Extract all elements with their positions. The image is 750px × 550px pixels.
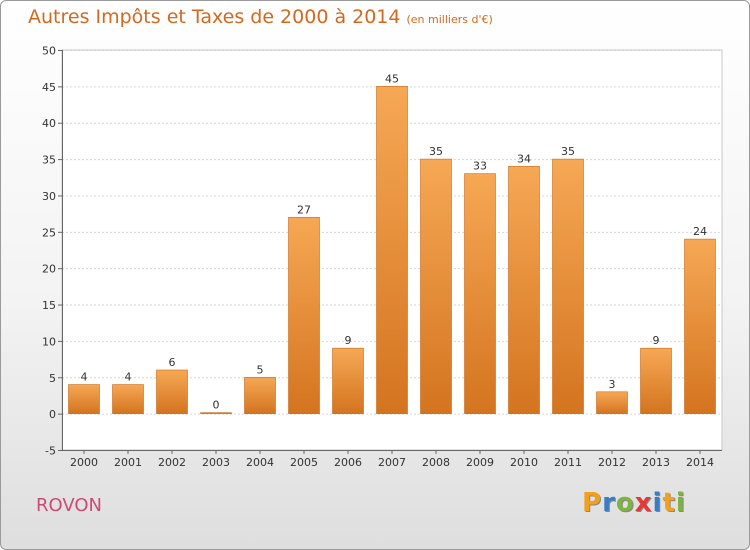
bar-value-label: 5 [257, 363, 264, 376]
logo-letter: i [675, 488, 686, 518]
bar-value-label: 9 [653, 334, 660, 347]
x-tick-label: 2012 [598, 456, 626, 469]
y-tick-label: 10 [42, 335, 56, 348]
x-tick-label: 2005 [290, 456, 318, 469]
bar [596, 391, 628, 414]
chart-title-text: Autres Impôts et Taxes de 2000 à 2014 [28, 6, 401, 28]
bar [640, 347, 672, 414]
bar-value-label: 3 [609, 378, 616, 391]
logo-letter: i [652, 488, 663, 518]
x-tick-label: 2009 [466, 456, 494, 469]
y-tick-label: 0 [49, 408, 56, 421]
bar [420, 158, 452, 414]
x-tick-label: 2010 [510, 456, 538, 469]
y-tick-label: 50 [42, 45, 56, 58]
y-tick-label: 25 [42, 226, 56, 239]
bar-value-label: 45 [385, 72, 399, 85]
bar-value-label: 4 [125, 371, 132, 384]
y-tick-label: 30 [42, 190, 56, 203]
y-tick-label: -5 [45, 445, 56, 458]
bar-value-label: 35 [429, 145, 443, 158]
logo-letter: P [582, 488, 603, 518]
logo-letter: x [634, 488, 653, 518]
x-axis: 2000 2001 2002 2003 2004 2005 2006 2007 2008 2009… [62, 450, 722, 469]
y-tick-label: 45 [42, 81, 56, 94]
x-tick-label: 2011 [554, 456, 582, 469]
bars: 4 4 6 0 5 27 9 45 35 33 34 35 3 9 24 [68, 72, 716, 414]
bar [464, 173, 496, 414]
logo-letter: o [615, 488, 635, 518]
logo-letter: t [662, 488, 676, 518]
y-tick-label: 40 [42, 117, 56, 130]
bar-value-label: 27 [297, 203, 311, 216]
bar [376, 86, 408, 414]
bar [332, 347, 364, 414]
x-tick-label: 2001 [114, 456, 142, 469]
bar [288, 216, 320, 414]
x-tick-label: 2007 [378, 456, 406, 469]
bar-value-label: 34 [517, 152, 531, 165]
bar [552, 158, 584, 414]
y-axis: -5 0 5 10 15 20 25 30 35 40 45 50 [42, 45, 63, 458]
bar [200, 412, 232, 414]
place-name: ROVON [36, 495, 102, 516]
bar [112, 384, 144, 414]
bar-value-label: 4 [81, 371, 88, 384]
x-tick-label: 2014 [686, 456, 714, 469]
bar [684, 238, 716, 414]
x-tick-label: 2000 [70, 456, 98, 469]
chart-subtitle: (en milliers d'€) [406, 13, 493, 26]
bar-value-label: 9 [345, 334, 352, 347]
bar-value-label: 33 [473, 160, 487, 173]
x-tick-label: 2013 [642, 456, 670, 469]
y-tick-label: 20 [42, 263, 56, 276]
bar-value-label: 6 [169, 356, 176, 369]
y-tick-label: 5 [49, 372, 56, 385]
chart-title: Autres Impôts et Taxes de 2000 à 2014 (en… [28, 6, 493, 28]
bar-value-label: 24 [693, 225, 707, 238]
proxiti-logo: Proxiti [582, 488, 686, 518]
x-tick-label: 2004 [246, 456, 274, 469]
logo-letter: r [602, 488, 616, 518]
bar-value-label: 35 [561, 145, 575, 158]
bar [244, 376, 276, 414]
bar-value-label: 0 [213, 399, 220, 412]
bar [508, 166, 540, 414]
y-tick-label: 15 [42, 299, 56, 312]
x-tick-label: 2002 [158, 456, 186, 469]
x-tick-label: 2003 [202, 456, 230, 469]
x-tick-label: 2006 [334, 456, 362, 469]
bar [68, 384, 100, 414]
bar [156, 369, 188, 414]
y-tick-label: 35 [42, 154, 56, 167]
x-tick-label: 2008 [422, 456, 450, 469]
